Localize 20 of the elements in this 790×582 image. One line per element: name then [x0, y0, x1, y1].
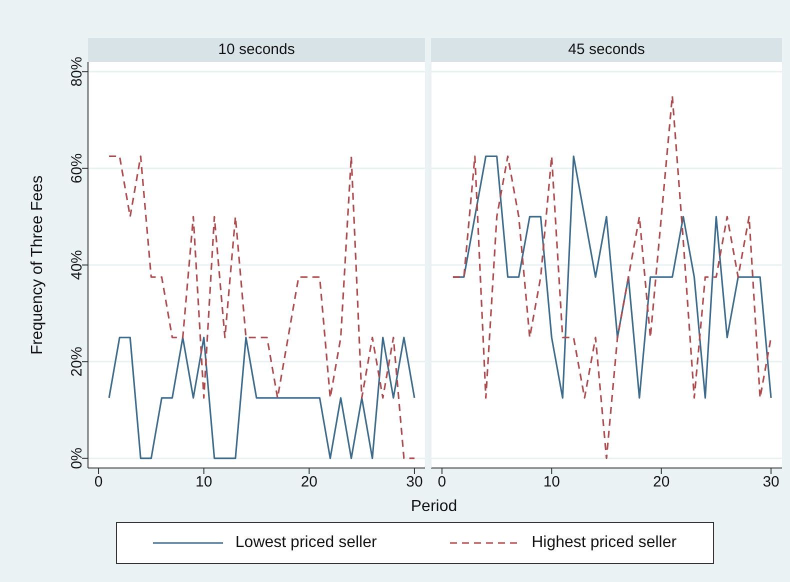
chart-title: 45 seconds [431, 38, 782, 62]
y-tick-label: 80% [68, 56, 86, 87]
x-tick-label: 10 [196, 474, 212, 491]
line-series [108, 155, 416, 460]
x-tick-label: 0 [438, 474, 446, 491]
x-tick-label: 30 [762, 474, 780, 491]
y-axis-title: Frequency of Three Fees [29, 175, 47, 355]
y-tick-label: 0% [68, 447, 86, 470]
x-tick-label: 10 [543, 474, 560, 491]
x-tick-label: 0 [94, 474, 103, 491]
y-tick-label: 60% [68, 153, 86, 184]
x-tick-label: 30 [406, 474, 423, 491]
x-tick-label: 20 [300, 474, 318, 491]
x-tick-label: 20 [653, 474, 670, 491]
legend-label: Lowest priced seller [235, 534, 377, 552]
y-tick-label: 20% [68, 346, 86, 377]
y-tick-label: 40% [68, 250, 86, 280]
x-axis-title: Period [410, 498, 458, 516]
chart-title: 10 seconds [88, 38, 425, 62]
legend-label: Highest priced seller [532, 534, 677, 552]
